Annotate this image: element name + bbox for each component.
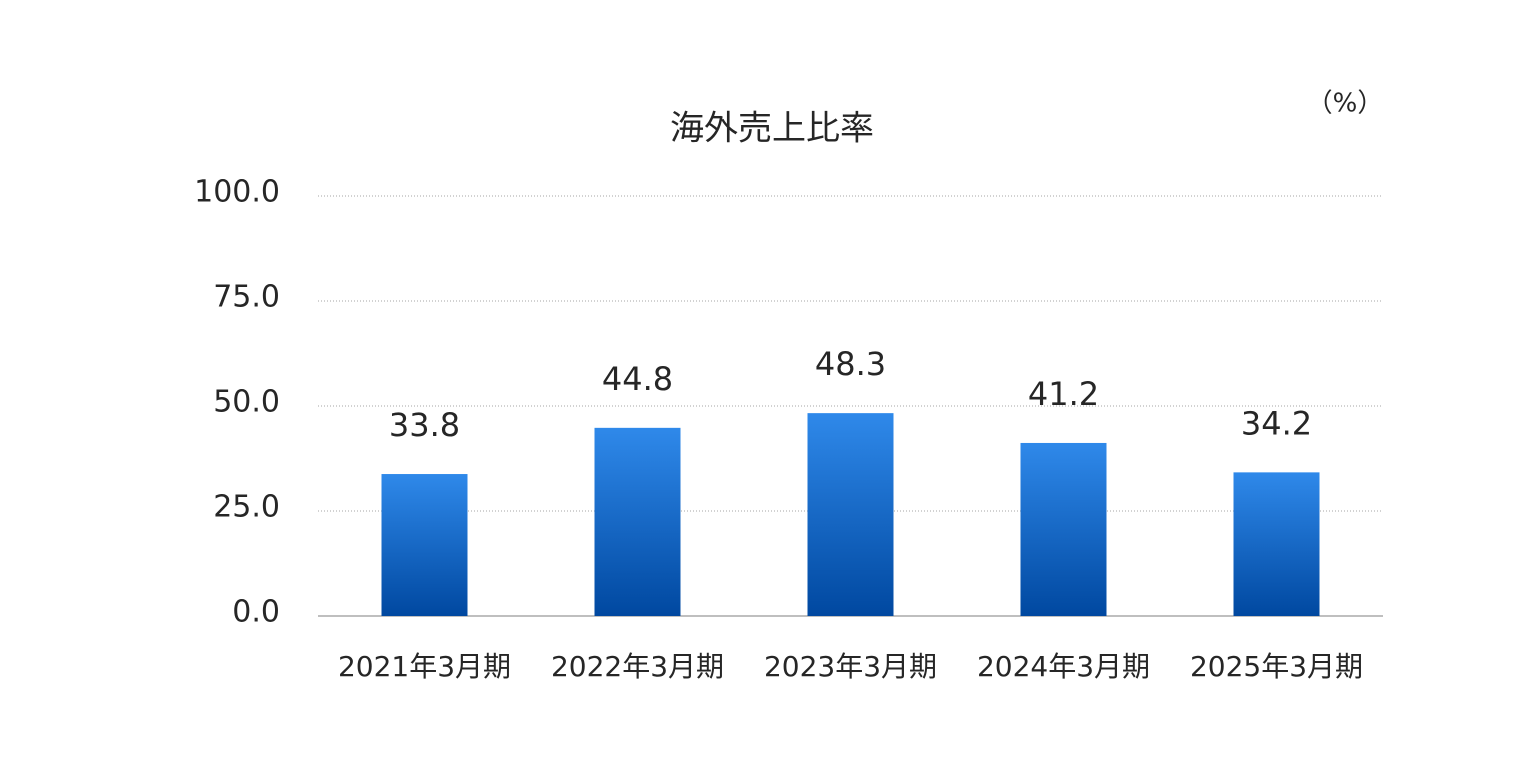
value-label: 34.2 [1241, 404, 1312, 442]
value-label: 48.3 [815, 345, 886, 383]
value-label: 33.8 [389, 406, 460, 444]
x-tick-label: 2025年3月期 [1190, 650, 1363, 683]
chart-title: 海外売上比率 [670, 109, 874, 149]
value-label: 41.2 [1028, 375, 1099, 413]
bar [807, 413, 894, 616]
bar [1020, 442, 1107, 616]
x-tick-label: 2023年3月期 [764, 650, 937, 683]
y-tick-label: 0.0 [232, 595, 280, 630]
bar [594, 427, 681, 616]
value-label: 44.8 [602, 360, 673, 398]
y-tick-label: 100.0 [194, 175, 280, 210]
y-tick-label: 75.0 [213, 280, 280, 315]
y-tick-label: 50.0 [213, 385, 280, 420]
x-tick-label: 2022年3月期 [551, 650, 724, 683]
unit-label: （%） [1307, 89, 1384, 119]
x-tick-label: 2024年3月期 [977, 650, 1150, 683]
y-tick-label: 25.0 [213, 490, 280, 525]
bar [1233, 472, 1320, 616]
x-tick-label: 2021年3月期 [338, 650, 511, 683]
bar [381, 474, 468, 616]
